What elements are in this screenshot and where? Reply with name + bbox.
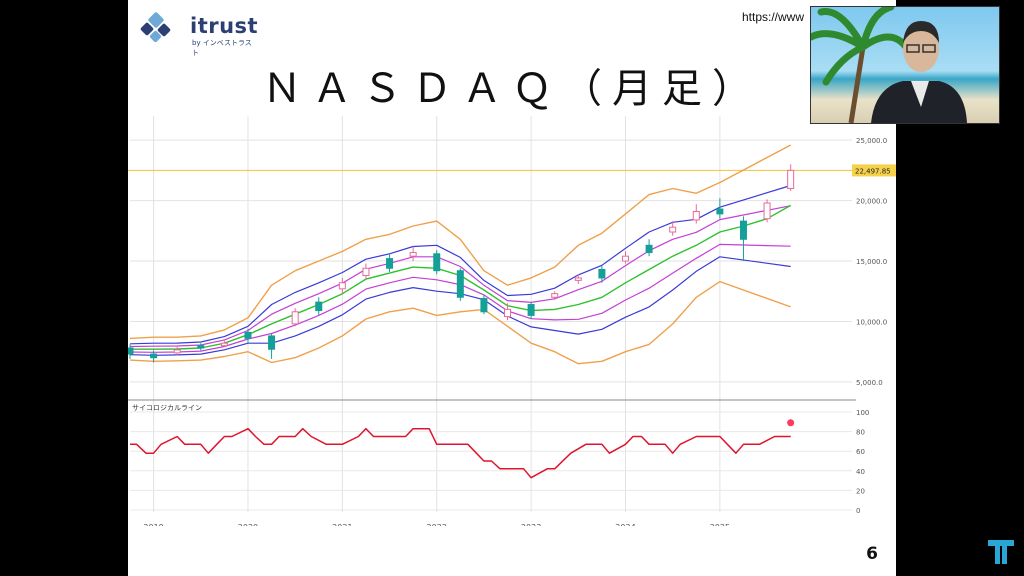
upper-inner-band — [129, 184, 791, 345]
candle-body — [128, 347, 134, 355]
candle-body — [716, 208, 724, 215]
psych-tick-label: 20 — [856, 487, 865, 495]
candle-body — [574, 277, 582, 281]
candle-body — [692, 210, 700, 221]
last-price-label: 22,497.85 — [855, 167, 891, 175]
x-tick-label: 2023 — [521, 523, 541, 526]
nasdaq-chart: 2019 2020 2021 2022 2023 2024 2025 25,000.0 20,0… — [128, 116, 896, 526]
candle-body — [197, 345, 205, 349]
last-price-badge — [852, 164, 896, 177]
cursor-dot — [787, 419, 795, 427]
candle-body — [244, 331, 252, 339]
x-tick-label: 2020 — [238, 523, 258, 526]
page-number: 6 — [866, 544, 878, 564]
candle-body — [645, 244, 653, 254]
candle-body — [291, 311, 299, 325]
candle-body — [173, 349, 181, 354]
candle-body — [504, 308, 512, 318]
logo-subtext: by インベストラスト — [192, 39, 252, 57]
psych-tick-label: 100 — [856, 409, 869, 417]
candle-body — [787, 169, 795, 190]
candle-body — [220, 342, 228, 347]
candle-body — [480, 297, 488, 313]
x-tick-label: 2022 — [427, 523, 447, 526]
y-tick-label: 25,000.0 — [856, 137, 887, 145]
y-tick-label: 5,000.0 — [856, 379, 883, 387]
y-tick-label: 10,000.0 — [856, 318, 887, 326]
candle-body — [338, 282, 346, 290]
candle-body — [621, 255, 629, 262]
presenter-video — [810, 6, 1000, 124]
palm-tree-icon — [811, 7, 910, 123]
lower-mid-band — [129, 243, 791, 353]
y-tick-label: 15,000.0 — [856, 258, 887, 266]
presenter-figure — [871, 21, 967, 123]
candle-body — [551, 293, 559, 298]
x-tick-label: 2025 — [710, 523, 730, 526]
x-tick-label: 2019 — [143, 523, 163, 526]
y-tick-label: 20,000.0 — [856, 198, 887, 206]
psych-tick-label: 60 — [856, 448, 865, 456]
candle-body — [527, 304, 535, 316]
psych-line — [130, 427, 791, 479]
x-tick-label: 2024 — [615, 523, 635, 526]
upper-outer-band — [129, 144, 792, 340]
candle-body — [433, 253, 441, 272]
psych-series-name: サイコロジカルライン — [132, 404, 202, 412]
slide: itrust by インベストラスト https://www ＮＡＳＤＡＱ（月足… — [128, 0, 896, 576]
candle-body — [409, 252, 417, 257]
candle-body — [386, 258, 394, 269]
slide-title: ＮＡＳＤＡＱ（月足） — [262, 66, 762, 112]
candle-body — [669, 226, 677, 233]
logo-text: itrust — [190, 14, 259, 38]
channel-logo-icon — [988, 540, 1014, 564]
url-text: https://www — [742, 10, 805, 24]
psych-tick-label: 80 — [856, 429, 865, 437]
psych-tick-label: 40 — [856, 468, 865, 476]
candle-body — [268, 335, 276, 350]
candle-body — [598, 268, 606, 279]
candle-body — [763, 202, 771, 220]
lower-outer-band — [129, 280, 791, 365]
logo-mark-icon — [140, 12, 171, 43]
candle-body — [150, 353, 158, 359]
candle-body — [739, 220, 747, 240]
psych-tick-label: 0 — [856, 507, 860, 515]
candle-body — [315, 301, 323, 312]
candle-body — [456, 270, 464, 298]
lower-inner-band — [129, 256, 791, 356]
itrust-logo: itrust by インベストラスト — [138, 8, 259, 57]
candle-body — [362, 267, 370, 277]
x-tick-label: 2021 — [332, 523, 352, 526]
